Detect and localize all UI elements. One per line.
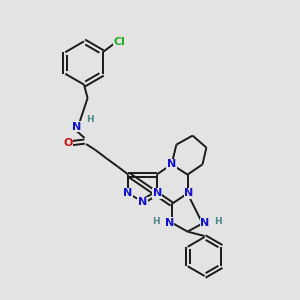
- Text: N: N: [165, 218, 174, 228]
- Text: H: H: [152, 218, 160, 226]
- Text: N: N: [123, 188, 132, 199]
- Text: N: N: [153, 188, 162, 199]
- Text: Cl: Cl: [113, 37, 125, 47]
- Text: N: N: [72, 122, 81, 132]
- Text: N: N: [184, 188, 194, 199]
- Text: O: O: [63, 138, 73, 148]
- Text: H: H: [86, 116, 94, 124]
- Text: N: N: [167, 159, 176, 170]
- Text: H: H: [214, 217, 221, 226]
- Text: N: N: [200, 218, 209, 229]
- Text: N: N: [138, 197, 147, 207]
